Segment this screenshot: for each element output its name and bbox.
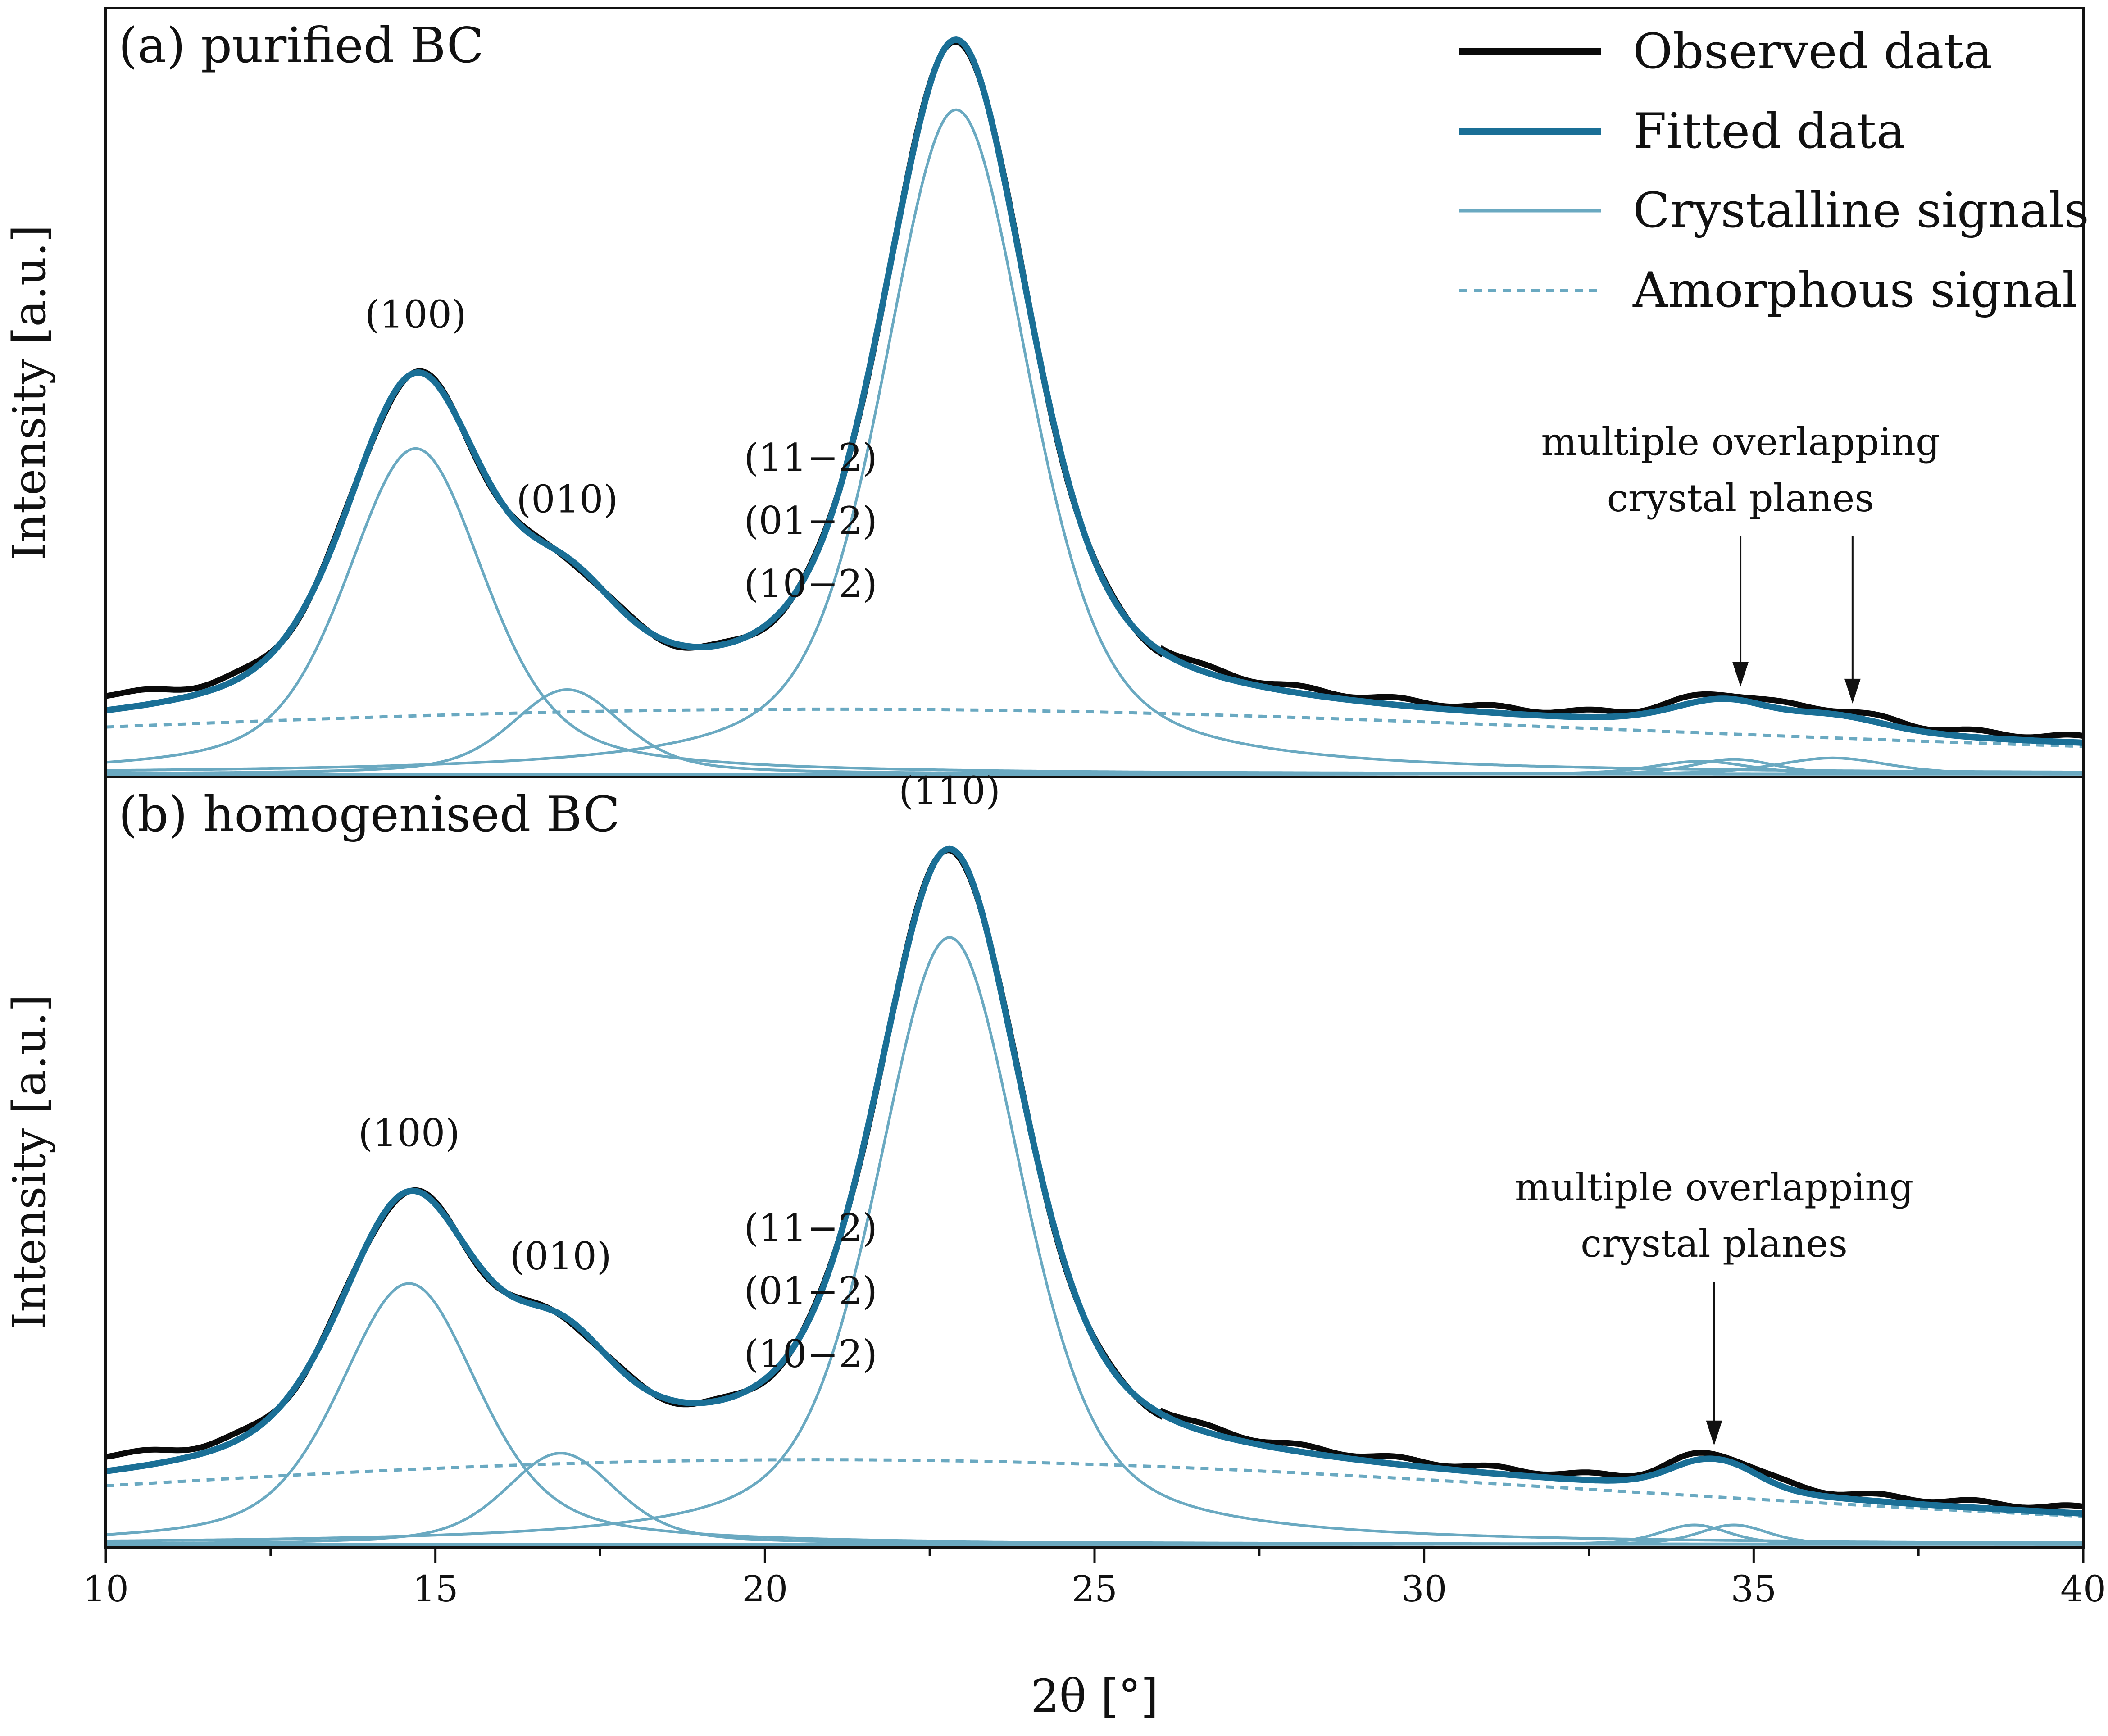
x-tick-label-40: 40 [2060, 1568, 2106, 1610]
panel-a-ylabel: Intensity [a.u.] [3, 225, 56, 560]
panel-a-annotations: (a) purified BC (100) (010) (110) (11−2)… [3, 0, 1940, 606]
panel-b-note-line1: multiple overlapping [1515, 1165, 1913, 1209]
x-axis-ticks [104, 1547, 2085, 1563]
panel-b-annotations: (b) homogenised BC (100) (010) (110) (11… [3, 769, 1913, 1376]
panel-b-ylabel: Intensity [a.u.] [3, 994, 56, 1330]
x-tick-label-15: 15 [413, 1568, 459, 1610]
panel-a-note-line1: multiple overlapping [1541, 420, 1940, 464]
legend-label-fitted: Fitted data [1633, 103, 1905, 159]
panel-a-label-11-2: (11−2) [744, 436, 877, 480]
panel-b: (b) homogenised BC (100) (010) (110) (11… [3, 769, 2085, 1549]
panel-b-crystalline-peak-5 [106, 1523, 2083, 1546]
panel-b-label-100: (100) [358, 1111, 460, 1155]
panel-b-fitted-curve [105, 845, 2084, 1517]
panel-b-label-010: (010) [510, 1234, 612, 1278]
panel-b-note-line2: crystal planes [1581, 1222, 1848, 1266]
panel-b-title: (b) homogenised BC [118, 786, 620, 843]
panel-b-label-01-2: (01−2) [744, 1269, 877, 1313]
panel-b-crystalline-peak-3 [106, 936, 2083, 1544]
panel-a-label-100: (100) [365, 292, 467, 336]
panel-a-amorphous-curve [105, 707, 2084, 748]
x-axis-title: 2θ [°] [1031, 1670, 1158, 1722]
panel-b-label-110: (110) [899, 769, 1000, 813]
x-tick-label-30: 30 [1401, 1568, 1447, 1610]
panel-a-label-01-2: (01−2) [744, 499, 877, 543]
legend-label-amorphous: Amorphous signal [1632, 262, 2078, 318]
panel-a-crystalline-peak-3 [105, 108, 2083, 774]
panel-a-crystalline-peak-6 [106, 756, 2083, 776]
panel-a-note-line2: crystal planes [1607, 476, 1874, 520]
panel-a: (a) purified BC (100) (010) (110) (11−2)… [3, 0, 2085, 778]
panel-b-label-11-2: (11−2) [744, 1206, 877, 1250]
x-tick-label-35: 35 [1731, 1568, 1776, 1610]
panel-b-curves [105, 845, 2084, 1546]
x-tick-label-25: 25 [1072, 1568, 1118, 1610]
x-tick-label-20: 20 [742, 1568, 788, 1610]
x-tick-label-10: 10 [83, 1568, 129, 1610]
panel-b-arrow-1-head [1706, 1420, 1722, 1445]
x-axis: 10 15 20 25 30 35 40 2θ [°] [83, 1547, 2106, 1722]
panel-a-label-110: (110) [905, 0, 1007, 4]
panel-a-arrow-1-head [1732, 662, 1749, 687]
panel-a-curves [105, 36, 2084, 776]
panel-a-label-010: (010) [516, 477, 618, 521]
panel-a-arrow-2-head [1844, 678, 1861, 704]
panel-b-amorphous-curve [105, 1458, 2084, 1518]
panel-b-label-10-2: (10−2) [744, 1332, 877, 1376]
legend-label-crystalline: Crystalline signals [1633, 182, 2089, 239]
legend-label-observed: Observed data [1633, 23, 1992, 80]
panel-a-fitted-curve [105, 36, 2084, 746]
legend: Observed data Fitted data Crystalline si… [1459, 23, 2089, 318]
panel-a-title: (a) purified BC [118, 18, 484, 74]
panel-a-label-10-2: (10−2) [744, 562, 877, 606]
